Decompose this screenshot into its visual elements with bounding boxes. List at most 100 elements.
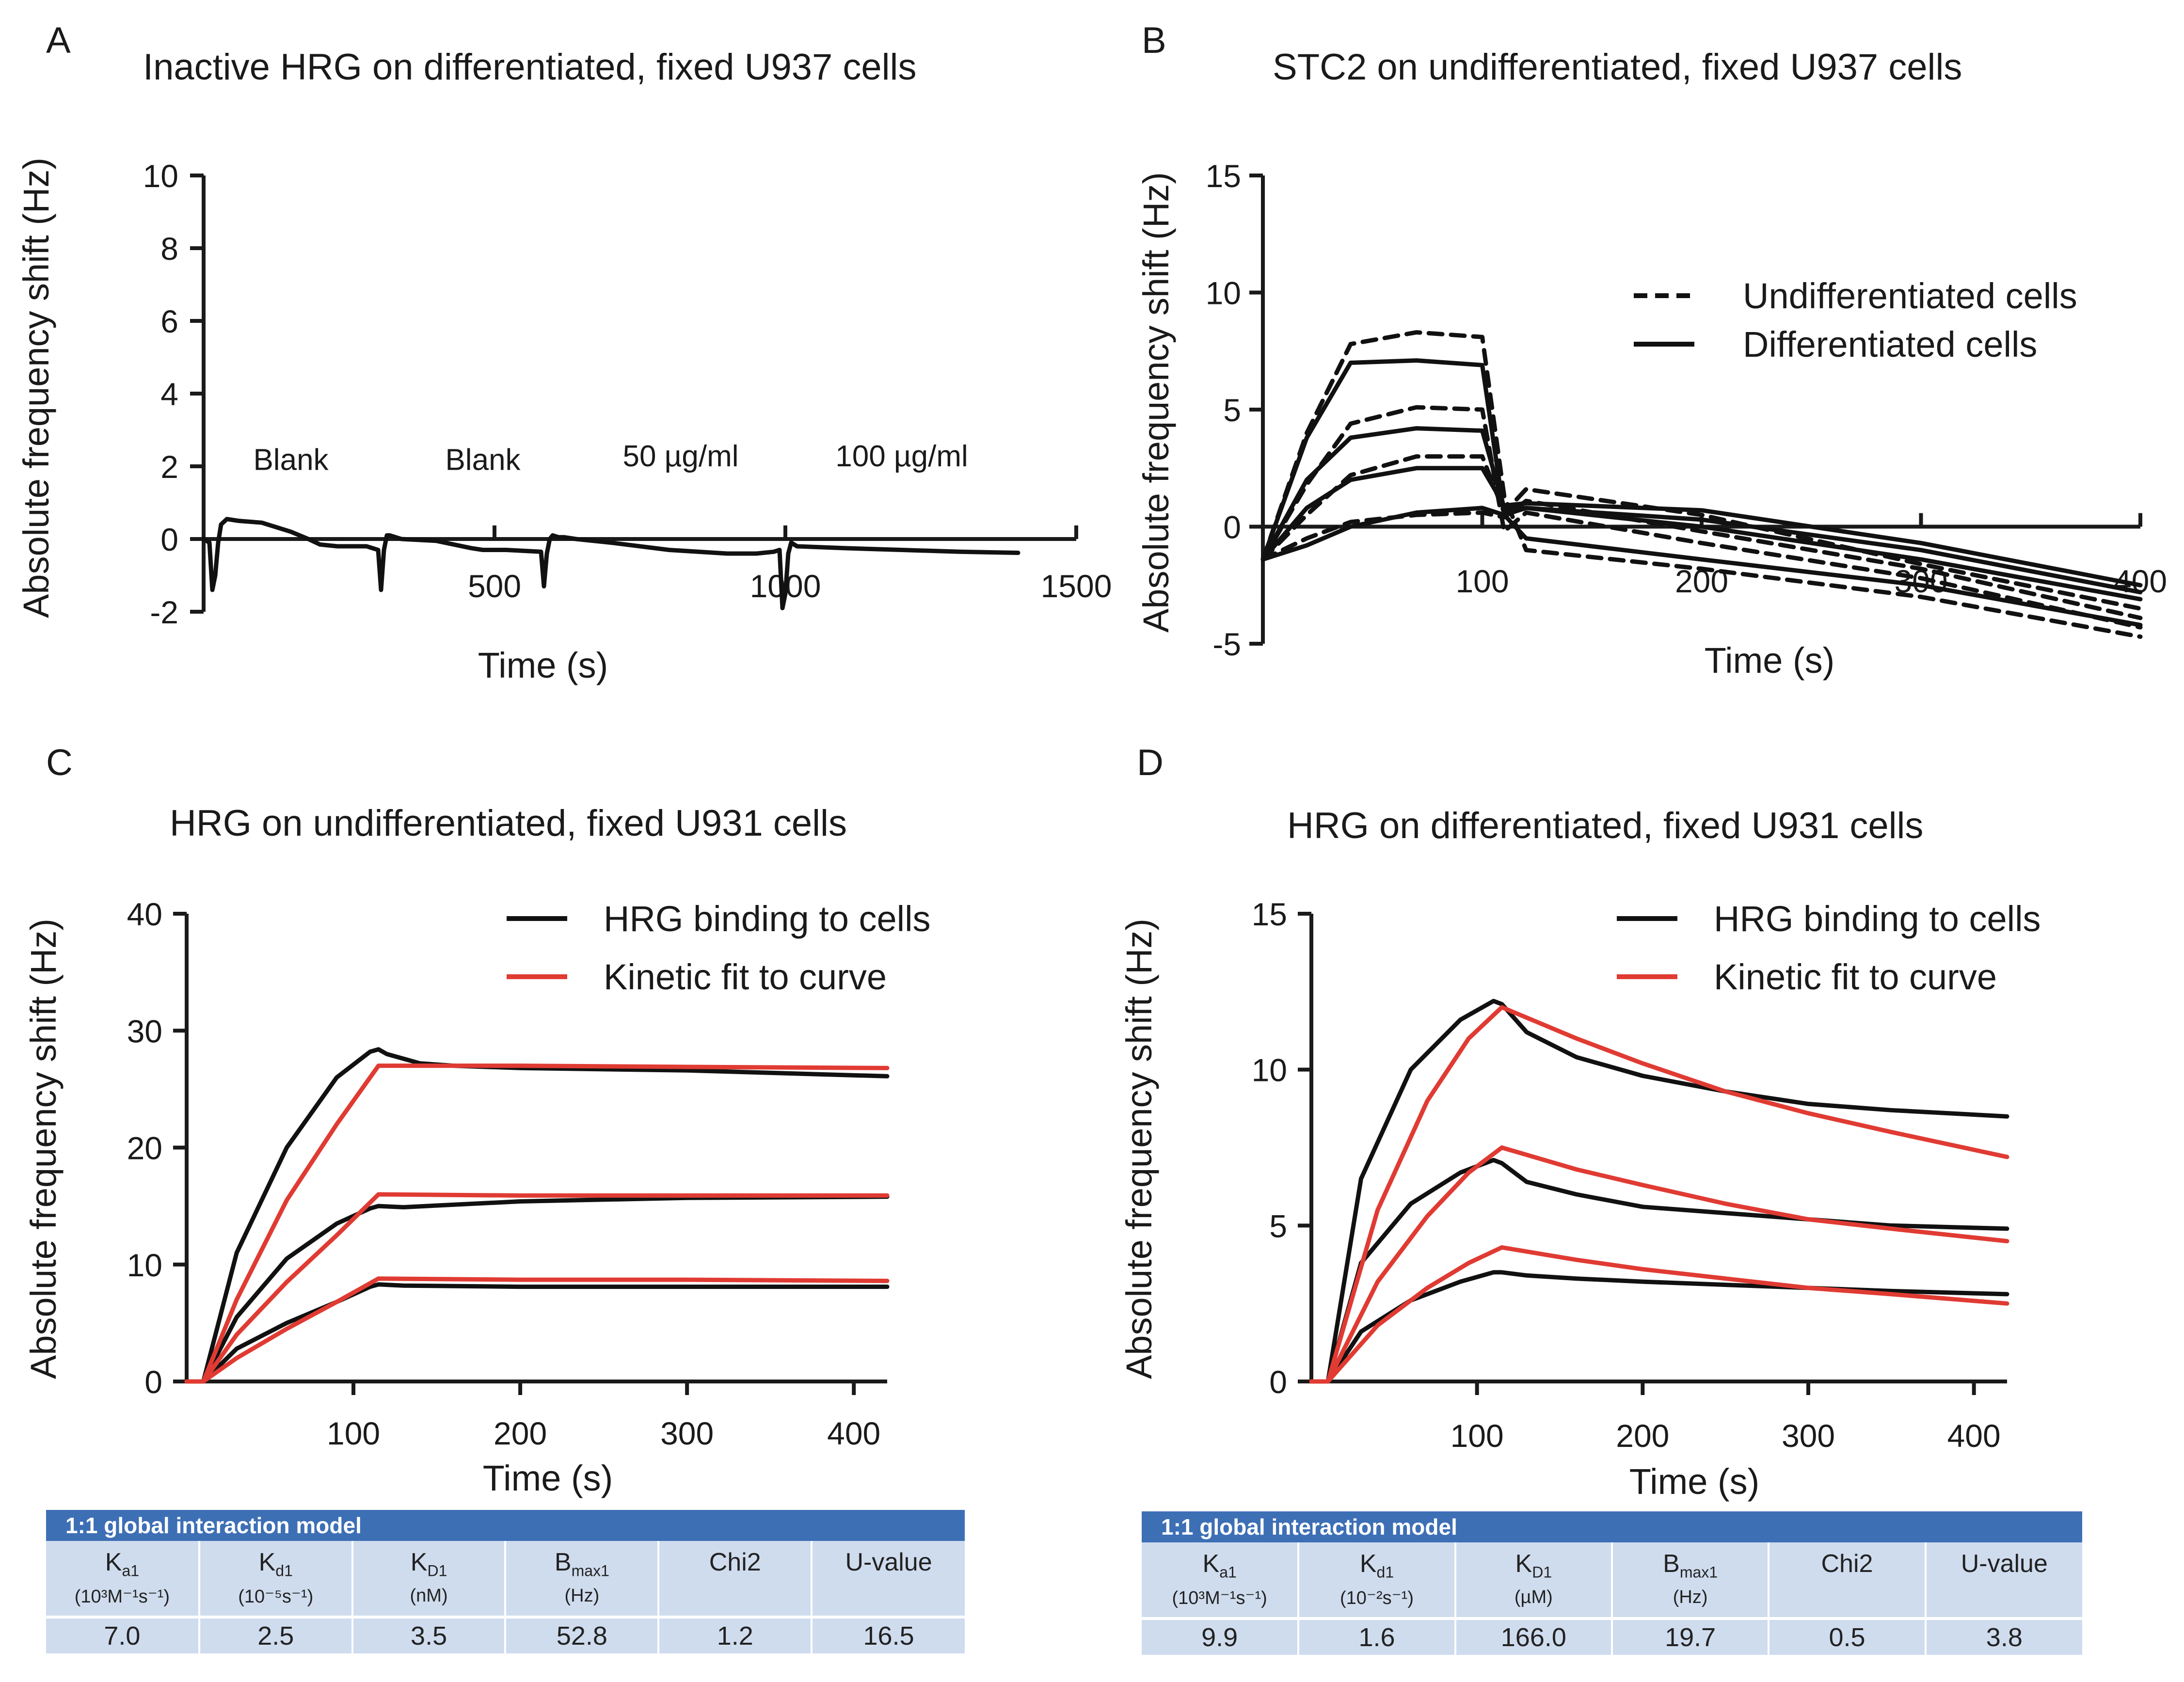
chart-b-series-4 <box>1260 498 2143 620</box>
panel-letter-c: C <box>46 742 73 783</box>
chart-c-y-tick-label: 40 <box>127 896 162 932</box>
table-d-header-chi2: Chi2 <box>1769 1542 1927 1619</box>
header-sub: max1 <box>571 1562 609 1580</box>
header-main: K <box>1202 1550 1220 1578</box>
chart-d-series-6 <box>1309 1245 2009 1384</box>
chart-d-x-label: Time (s) <box>1629 1461 1760 1502</box>
table-d-header-u-value: U-value <box>1925 1542 2082 1619</box>
panel-letter-d: D <box>1137 742 1164 783</box>
chart-a-y-tick-label: 0 <box>160 522 178 557</box>
chart-c-y-label: Absolute frequency shift (Hz) <box>23 919 64 1379</box>
chart-a-x-label: Time (s) <box>478 645 608 685</box>
header-unit: (Hz) <box>564 1586 600 1606</box>
chart-c-y-tick-label: 30 <box>127 1013 162 1049</box>
panel-title-c: HRG on undifferentiated, fixed U931 cell… <box>170 803 847 844</box>
chart-c-y-tick-label: 20 <box>127 1130 162 1166</box>
chart-d-series-4 <box>1309 1005 2009 1384</box>
header-main: K <box>1359 1550 1377 1578</box>
chart-d-y-tick-label: 15 <box>1252 896 1287 932</box>
header-main: K <box>105 1548 122 1576</box>
chart-c-series-5 <box>184 1192 890 1384</box>
table-c-value-bmax1: 52.8 <box>505 1616 660 1653</box>
chart-d-x-tick-label: 400 <box>1947 1418 2001 1454</box>
chart-d-x-tick-label: 200 <box>1616 1418 1669 1454</box>
table-d-header-kd-1: KD1 (µM) <box>1455 1542 1613 1619</box>
table-c-value-u-value: 16.5 <box>812 1616 965 1653</box>
chart-c-x-tick-label: 100 <box>327 1415 380 1451</box>
header-sub: D1 <box>427 1562 447 1580</box>
chart-b-y-tick-label: 10 <box>1206 275 1241 311</box>
table-c-value-ka1: 7.0 <box>46 1616 200 1653</box>
chart-a-y-label: Absolute frequency shift (Hz) <box>16 158 56 618</box>
chart-c-series-4 <box>184 1063 890 1384</box>
panel-letter-b: B <box>1142 20 1166 61</box>
chart-a-annotation: Blank <box>253 444 329 477</box>
chart-a-annotation: Blank <box>445 444 521 477</box>
header-main: Chi2 <box>709 1548 761 1576</box>
chart-c-x-tick-label: 400 <box>827 1415 880 1451</box>
chart-d-x-tick-label: 300 <box>1782 1418 1835 1454</box>
table-d-value-chi2: 0.5 <box>1769 1617 1927 1655</box>
chart-c-x-tick-label: 300 <box>660 1415 714 1451</box>
header-unit: (10⁻²s⁻¹) <box>1339 1588 1414 1609</box>
header-main: U-value <box>845 1548 932 1576</box>
chart-c-series-1 <box>184 1047 890 1384</box>
chart-a-y-tick-label: 10 <box>143 158 178 194</box>
chart-a-y-tick-label: -2 <box>150 594 178 630</box>
table-d-value-kd1: 1.6 <box>1298 1617 1456 1655</box>
table-d-header-bmax1: Bmax1 (Hz) <box>1611 1542 1770 1619</box>
table-d-value-u-value: 3.8 <box>1925 1617 2082 1655</box>
chart-b-x-tick-label: 100 <box>1455 563 1509 599</box>
header-sub: a1 <box>122 1562 140 1580</box>
header-main: B <box>554 1548 572 1576</box>
table-c-header-bmax1: Bmax1 (Hz) <box>505 1541 660 1617</box>
header-unit: (10⁻⁵s⁻¹) <box>238 1587 314 1607</box>
header-unit: (nM) <box>410 1586 448 1606</box>
chart-b-y-tick-label: 5 <box>1223 392 1241 428</box>
table-d-header-kd1: Kd1 (10⁻²s⁻¹) <box>1298 1542 1456 1619</box>
table-c-header-u-value: U-value <box>812 1541 965 1617</box>
table-d-header-ka1: Ka1 (10³M⁻¹s⁻¹) <box>1142 1542 1300 1619</box>
chart-b-y-tick-label: 0 <box>1223 509 1241 545</box>
chart-c-series-2 <box>184 1194 890 1384</box>
chart-b-series-6 <box>1260 426 2143 602</box>
chart-d-legend-label: Kinetic fit to curve <box>1714 957 1997 997</box>
chart-c-y-tick-label: 0 <box>144 1364 162 1400</box>
table-d-value-kd-1: 166.0 <box>1455 1617 1613 1655</box>
table-c-header-kd-1: KD1 (nM) <box>352 1541 507 1617</box>
chart-c-legend-label: HRG binding to cells <box>604 899 931 939</box>
chart-d-series-3 <box>1309 1270 2009 1384</box>
chart-d-legend-label: HRG binding to cells <box>1714 899 2041 939</box>
table-d: 1:1 global interaction model Ka1 (10³M⁻¹s… <box>1142 1511 2082 1655</box>
chart-c-x-label: Time (s) <box>483 1458 613 1498</box>
chart-c-series-6 <box>184 1276 890 1384</box>
header-sub: d1 <box>275 1562 293 1580</box>
chart-c-x-tick-label: 200 <box>494 1415 547 1451</box>
table-c-title: 1:1 global interaction model <box>46 1510 965 1541</box>
header-main: B <box>1663 1550 1680 1578</box>
panel-title-b: STC2 on undifferentiated, fixed U937 cel… <box>1273 47 1962 88</box>
panel-title-a: Inactive HRG on differentiated, fixed U9… <box>143 47 917 88</box>
chart-d-y-tick-label: 5 <box>1269 1208 1287 1244</box>
table-c-header-chi2: Chi2 <box>658 1541 813 1617</box>
table-d-value-bmax1: 19.7 <box>1611 1617 1770 1655</box>
chart-a-x-tick-label: 500 <box>468 568 521 604</box>
chart-b-legend-label: Differentiated cells <box>1743 324 2037 365</box>
chart-c-legend-label: Kinetic fit to curve <box>604 957 887 997</box>
table-d-title: 1:1 global interaction model <box>1142 1511 2082 1542</box>
table-c-value-kd-1: 3.5 <box>352 1616 507 1653</box>
chart-b-x-label: Time (s) <box>1705 640 1835 681</box>
header-main: K <box>410 1548 428 1576</box>
chart-b-series-1 <box>1260 330 2143 639</box>
chart-b-series-7 <box>1260 466 2143 587</box>
chart-a-annotation: 50 µg/ml <box>622 440 738 473</box>
chart-a-y-tick-label: 6 <box>160 303 178 339</box>
header-sub: D1 <box>1532 1563 1552 1581</box>
header-main: Chi2 <box>1821 1550 1873 1578</box>
table-c-value-chi2: 1.2 <box>658 1616 813 1653</box>
chart-d-y-tick-label: 10 <box>1252 1052 1287 1088</box>
header-main: K <box>258 1548 276 1576</box>
header-unit: (µM) <box>1514 1587 1553 1608</box>
header-unit: (10³M⁻¹s⁻¹) <box>1172 1588 1267 1609</box>
chart-a-y-tick-label: 4 <box>160 376 178 412</box>
